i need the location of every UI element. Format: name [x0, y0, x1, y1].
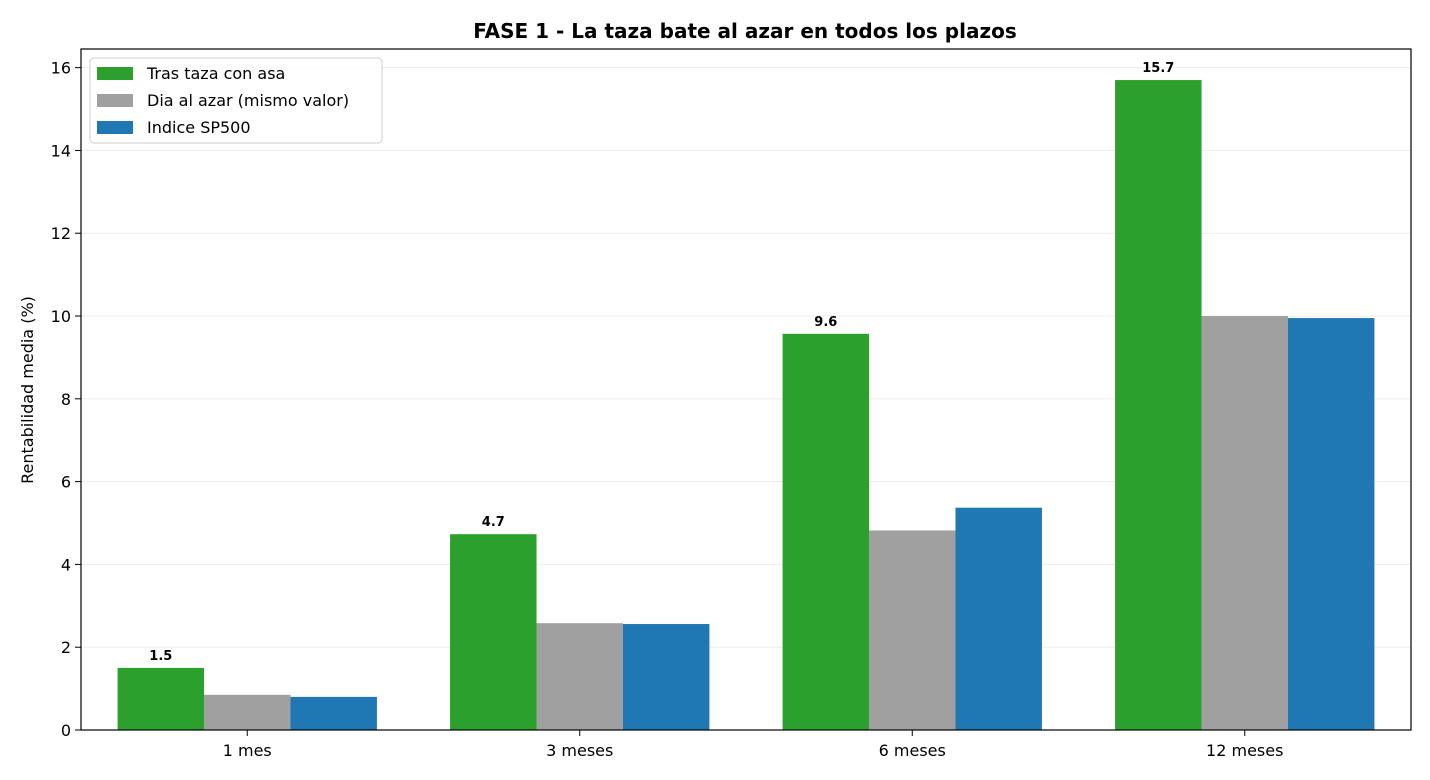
- y-tick-label: 12: [51, 224, 71, 243]
- bar: [869, 530, 956, 730]
- gridlines: [81, 67, 1411, 648]
- y-tick-label: 4: [61, 555, 71, 574]
- y-tick-label: 10: [51, 307, 71, 326]
- bar: [1115, 80, 1202, 730]
- bar: [290, 696, 377, 730]
- y-tick-label: 2: [61, 638, 71, 657]
- y-tick-label: 8: [61, 390, 71, 409]
- y-tick-label: 6: [61, 473, 71, 492]
- legend: Tras taza con asa Dia al azar (mismo valo…: [89, 57, 383, 144]
- plot-area-frame: [80, 48, 1412, 731]
- bar: [955, 507, 1042, 730]
- bar: [622, 624, 710, 730]
- y-axis-label: Rentabilidad media (%): [18, 296, 37, 484]
- x-tick-label: 6 meses: [879, 741, 946, 760]
- bar: [782, 333, 870, 730]
- y-axis: 0 2 4 6 8 10 12 14 16: [51, 59, 81, 740]
- bar: [450, 534, 537, 730]
- y-tick-label: 16: [51, 59, 71, 78]
- bar: [1287, 318, 1375, 730]
- bar: [1201, 316, 1288, 730]
- data-labels: 1.5 4.7 9.6 15.7: [149, 61, 1174, 664]
- data-label: 15.7: [1142, 61, 1174, 76]
- bar: [536, 623, 623, 730]
- legend-swatch: [97, 67, 133, 80]
- y-tick-label: 0: [61, 721, 71, 740]
- data-label: 9.6: [814, 315, 837, 330]
- legend-swatch: [97, 94, 133, 107]
- x-axis: 1 mes 3 meses 6 meses 12 meses: [223, 730, 1283, 760]
- legend-label: Indice SP500: [147, 118, 251, 137]
- bar: [117, 667, 205, 730]
- x-tick-label: 1 mes: [223, 741, 272, 760]
- bars: [117, 80, 1375, 730]
- x-tick-label: 3 meses: [546, 741, 613, 760]
- chart-title: FASE 1 - La taza bate al azar en todos l…: [473, 19, 1016, 43]
- legend-box: [89, 57, 383, 144]
- x-tick-label: 12 meses: [1206, 741, 1283, 760]
- legend-label: Tras taza con asa: [146, 64, 285, 83]
- bar: [204, 694, 291, 730]
- y-tick-label: 14: [51, 141, 71, 160]
- data-label: 4.7: [482, 515, 505, 530]
- data-label: 1.5: [149, 649, 172, 664]
- legend-label: Dia al azar (mismo valor): [147, 91, 349, 110]
- legend-swatch: [97, 121, 133, 134]
